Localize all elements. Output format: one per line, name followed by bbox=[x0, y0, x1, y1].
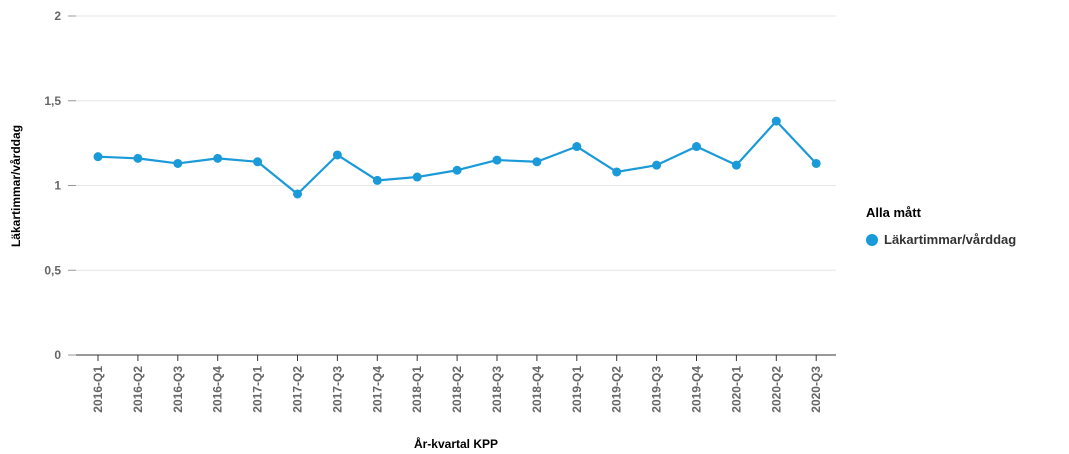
x-tick-label: 2018-Q1 bbox=[410, 366, 424, 413]
x-tick-label: 2016-Q3 bbox=[171, 366, 185, 413]
x-tick-label: 2018-Q3 bbox=[490, 366, 504, 413]
data-point bbox=[572, 142, 582, 152]
x-tick-label: 2020-Q1 bbox=[729, 366, 743, 413]
data-point bbox=[173, 158, 183, 168]
y-tick-label: 1 bbox=[54, 179, 61, 193]
x-tick-label: 2016-Q2 bbox=[131, 366, 145, 413]
x-tick-label: 2019-Q4 bbox=[690, 366, 704, 413]
series-line bbox=[97, 119, 818, 196]
x-axis-title: År-kvartal KPP bbox=[414, 436, 498, 451]
legend-item-label: Läkartimmar/vårddag bbox=[884, 232, 1017, 247]
x-tick-label: 2016-Q4 bbox=[211, 366, 225, 413]
data-point bbox=[93, 152, 103, 162]
x-tick-label: 2019-Q2 bbox=[610, 366, 624, 413]
y-tick-label: 0 bbox=[54, 348, 61, 362]
x-tick-label: 2017-Q1 bbox=[251, 366, 265, 413]
data-point bbox=[213, 153, 223, 163]
y-tick-label: 1,5 bbox=[44, 94, 61, 108]
y-tick-label: 0,5 bbox=[44, 263, 61, 277]
x-tick-label: 2019-Q1 bbox=[570, 366, 584, 413]
data-point bbox=[731, 160, 741, 170]
data-point bbox=[332, 150, 342, 160]
legend-item[interactable]: Läkartimmar/vårddag bbox=[866, 232, 1016, 247]
legend: Alla mått Läkartimmar/vårddag bbox=[866, 205, 1016, 247]
data-point bbox=[652, 160, 662, 170]
legend-title: Alla mått bbox=[866, 205, 921, 220]
y-tick-label: 2 bbox=[54, 9, 61, 23]
data-point bbox=[612, 167, 622, 177]
data-point bbox=[412, 172, 422, 182]
x-tick-label: 2017-Q2 bbox=[291, 366, 305, 413]
data-point bbox=[452, 165, 462, 175]
data-point bbox=[811, 158, 821, 168]
x-tick-label: 2017-Q4 bbox=[370, 366, 384, 413]
legend-swatch-icon bbox=[866, 233, 878, 246]
data-point bbox=[692, 142, 701, 152]
x-tick-label: 2020-Q3 bbox=[809, 366, 823, 413]
x-tick-label: 2018-Q2 bbox=[450, 366, 464, 413]
data-point bbox=[771, 116, 781, 126]
data-point bbox=[253, 157, 263, 167]
x-tick-label: 2020-Q2 bbox=[769, 366, 783, 413]
data-point bbox=[133, 153, 143, 163]
x-tick-label: 2018-Q4 bbox=[530, 366, 544, 413]
data-point bbox=[492, 155, 502, 165]
y-axis-title: Läkartimmar/vårddag bbox=[9, 125, 23, 247]
x-tick-label: 2017-Q3 bbox=[330, 366, 344, 413]
x-tick-label: 2019-Q3 bbox=[650, 366, 664, 413]
data-point bbox=[372, 175, 382, 185]
x-tick-label: 2016-Q1 bbox=[91, 366, 105, 413]
data-point bbox=[293, 189, 302, 199]
data-point bbox=[532, 157, 542, 167]
